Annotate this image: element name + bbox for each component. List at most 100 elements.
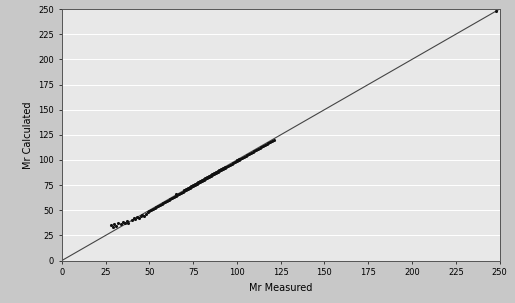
Point	[187, 185, 196, 190]
Point	[199, 177, 208, 181]
Point	[199, 178, 208, 182]
Point	[124, 221, 132, 226]
Point	[240, 155, 248, 159]
Point	[242, 154, 250, 158]
Point	[231, 160, 239, 165]
Point	[228, 161, 236, 166]
Point	[243, 152, 251, 157]
Point	[245, 152, 253, 156]
Point	[196, 180, 204, 185]
Point	[252, 148, 260, 152]
Point	[198, 178, 206, 182]
Point	[182, 187, 190, 191]
Point	[144, 210, 152, 215]
Point	[249, 149, 257, 154]
Point	[250, 148, 259, 153]
Point	[140, 214, 148, 219]
Point	[219, 167, 227, 171]
Point	[185, 185, 194, 190]
Point	[222, 165, 231, 169]
Point	[119, 220, 127, 225]
Point	[171, 192, 180, 197]
Point	[269, 138, 278, 142]
Point	[110, 222, 118, 227]
Point	[220, 165, 229, 169]
Point	[263, 142, 271, 146]
Point	[171, 194, 180, 199]
Point	[233, 158, 241, 162]
Point	[217, 168, 225, 172]
Point	[138, 213, 146, 218]
Point	[208, 173, 216, 178]
Point	[193, 181, 201, 185]
Point	[128, 218, 136, 223]
Point	[154, 204, 162, 209]
Point	[131, 217, 140, 222]
Point	[193, 182, 201, 187]
Point	[254, 146, 262, 151]
Point	[259, 144, 267, 148]
Point	[175, 192, 183, 197]
Point	[168, 196, 176, 201]
Point	[158, 202, 166, 207]
Point	[210, 171, 218, 175]
Point	[212, 170, 220, 175]
Point	[191, 183, 199, 188]
Point	[207, 174, 215, 178]
Point	[121, 221, 129, 226]
Point	[161, 200, 169, 205]
Point	[219, 166, 227, 171]
Point	[142, 212, 150, 217]
Point	[255, 145, 264, 150]
Point	[150, 206, 159, 211]
Point	[492, 9, 500, 14]
X-axis label: Mr Measured: Mr Measured	[249, 283, 313, 293]
Point	[207, 173, 215, 178]
Point	[187, 184, 196, 188]
Point	[215, 168, 224, 172]
Point	[189, 184, 197, 188]
Point	[177, 191, 185, 196]
Point	[258, 145, 266, 149]
Point	[234, 157, 243, 161]
Point	[147, 208, 155, 213]
Point	[266, 139, 274, 144]
Point	[201, 177, 210, 181]
Point	[238, 155, 246, 160]
Point	[180, 189, 188, 194]
Point	[184, 186, 192, 191]
Point	[205, 175, 213, 179]
Point	[145, 209, 153, 214]
Point	[194, 181, 202, 185]
Point	[180, 188, 188, 193]
Point	[205, 174, 213, 178]
Point	[173, 193, 181, 198]
Point	[217, 167, 225, 171]
Point	[203, 176, 211, 181]
Point	[189, 183, 197, 188]
Point	[136, 214, 145, 219]
Point	[129, 216, 138, 221]
Point	[198, 179, 206, 184]
Point	[261, 142, 269, 147]
Point	[179, 190, 187, 195]
Point	[224, 164, 232, 168]
Point	[194, 180, 202, 185]
Point	[220, 166, 229, 171]
Y-axis label: Mr Calculated: Mr Calculated	[23, 101, 33, 168]
Point	[208, 171, 216, 176]
Point	[123, 219, 131, 224]
Point	[163, 199, 171, 204]
Point	[152, 205, 161, 210]
Point	[166, 197, 175, 201]
Point	[236, 157, 245, 161]
Point	[210, 171, 218, 176]
Point	[191, 182, 199, 187]
Point	[133, 215, 141, 220]
Point	[212, 171, 220, 175]
Point	[182, 188, 190, 193]
Point	[264, 141, 272, 145]
Point	[184, 187, 192, 191]
Point	[233, 158, 241, 163]
Point	[170, 195, 178, 200]
